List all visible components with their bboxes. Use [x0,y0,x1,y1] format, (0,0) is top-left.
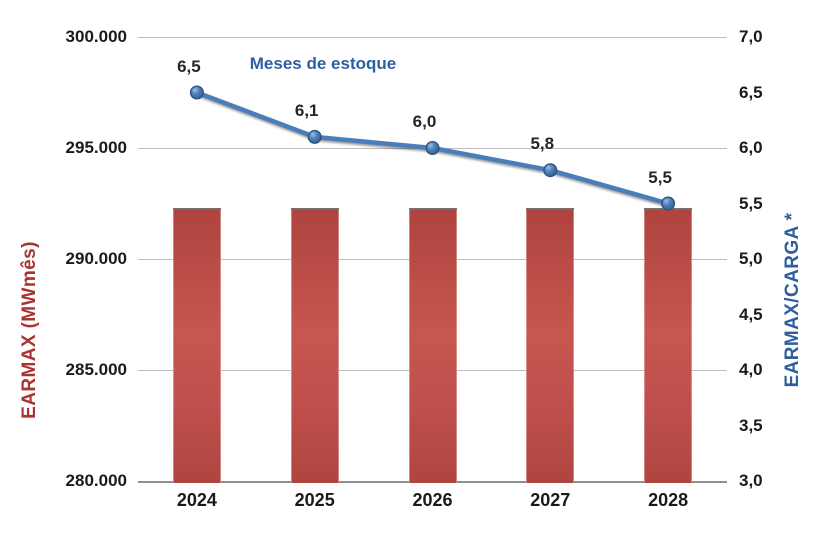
right-axis-tick: 6,5 [739,82,763,102]
left-axis-tick: 295.000 [65,138,127,157]
right-axis-tick: 7,0 [739,27,763,46]
left-axis-tick: 290.000 [65,249,127,268]
line-data-label: 6,5 [177,56,201,76]
bar-2027 [526,207,575,483]
line-data-label: 5,5 [648,167,672,187]
line-marker-2025 [307,129,322,144]
line-data-label: 6,1 [294,100,319,120]
right-axis-tick: 4,5 [739,304,763,324]
right-axis-tick: 3,5 [739,415,763,435]
line-marker-2024 [189,85,204,100]
left-axis-tick: 285.000 [65,360,127,379]
x-axis-label: 2027 [530,490,571,510]
right-axis-tick: 3,0 [739,471,763,490]
left-axis-title: EARMAX (MWmês) [19,241,40,419]
right-axis-tick: 5,0 [739,249,763,268]
gridline [138,148,727,149]
gridline [138,37,727,38]
right-axis-tick: 6,0 [739,138,763,157]
right-axis-tick: 5,5 [739,193,763,213]
right-axis-title: EARMAX/CARGA * [782,212,803,388]
series-label: Meses de estoque [249,54,397,73]
line-marker-2027 [543,163,558,178]
right-axis-tick: 4,0 [739,360,763,379]
x-axis-label: 2028 [648,490,689,510]
bar-2028 [644,207,693,483]
left-axis-tick: 280.000 [65,471,127,490]
left-axis-tick: 300.000 [65,27,127,46]
bar-2024 [172,207,221,483]
x-axis-label: 2025 [294,490,335,510]
bar-2026 [408,207,457,483]
bar-2025 [290,207,339,483]
x-axis-label: 2026 [412,490,453,510]
x-axis-label: 2024 [176,490,217,510]
line-data-label: 6,0 [412,112,437,131]
line-data-label: 5,8 [530,134,555,154]
